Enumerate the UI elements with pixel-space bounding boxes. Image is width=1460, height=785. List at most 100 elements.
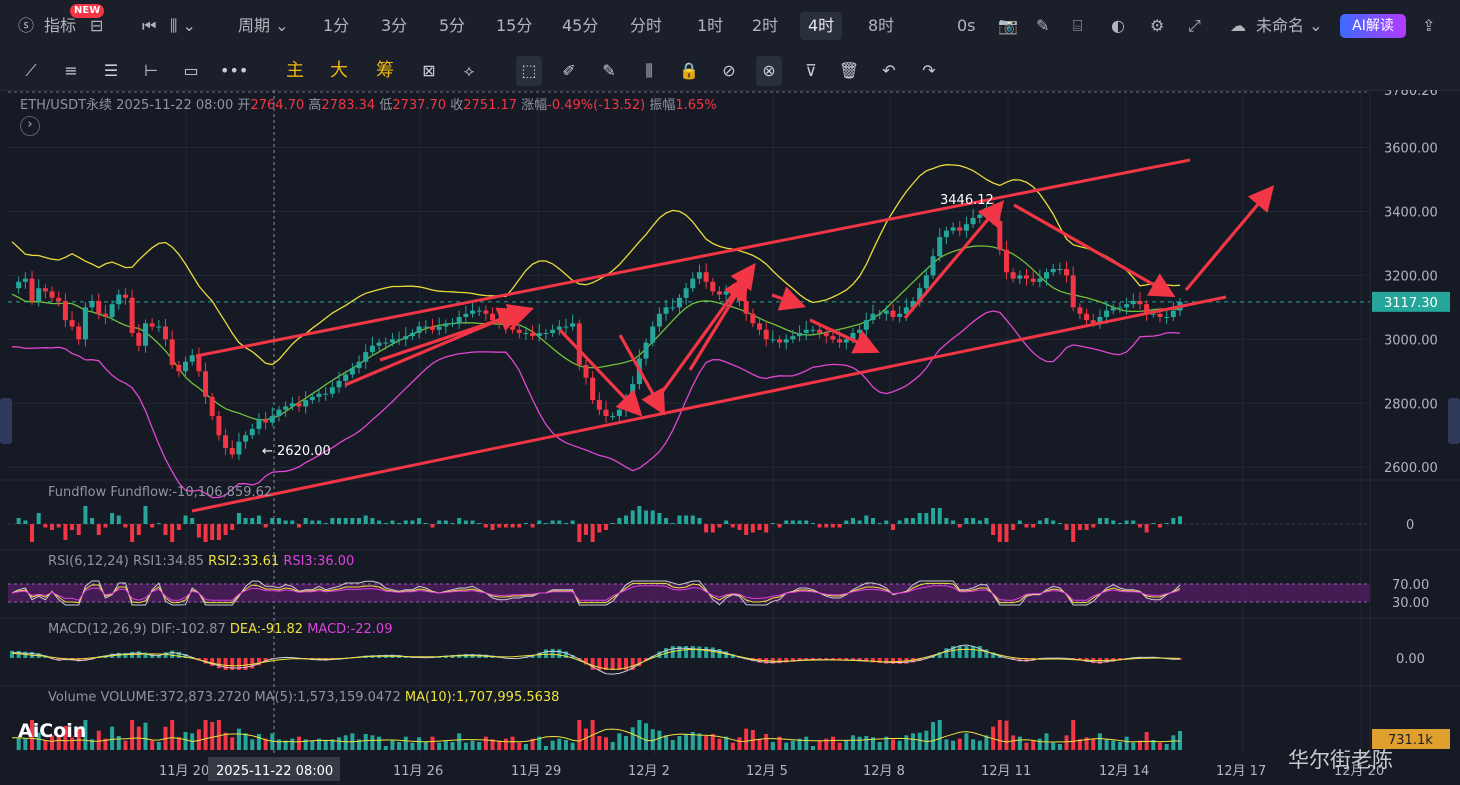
- volume-bar: [937, 720, 942, 750]
- interval-45m[interactable]: 45分: [562, 16, 599, 35]
- macd-bar: [997, 655, 1002, 658]
- author-watermark: 华尔街老陈: [1288, 744, 1393, 774]
- candle-body: [1050, 269, 1056, 273]
- volume-bar: [704, 736, 709, 750]
- layout-icon[interactable]: ☁: [1230, 16, 1246, 35]
- big-order-button[interactable]: 大: [330, 60, 348, 81]
- volume-bar: [1131, 742, 1136, 750]
- fundflow-bar: [1051, 520, 1056, 524]
- candle-body: [1150, 313, 1156, 315]
- camera-icon[interactable]: 📷: [998, 16, 1018, 35]
- volume-bar: [597, 736, 602, 750]
- fundflow-bar: [1117, 523, 1122, 524]
- candle-body: [823, 332, 829, 337]
- fundflow-bar: [163, 524, 168, 535]
- dea-value: DEA:-91.82: [229, 622, 304, 637]
- collapse-indicators-icon[interactable]: ›: [20, 116, 40, 136]
- volume-bar: [290, 738, 295, 750]
- macd-bar: [150, 654, 155, 658]
- volume-bar: [724, 736, 729, 750]
- volume-bar: [216, 720, 221, 750]
- rsi1-line: [11, 580, 1181, 606]
- ruler-icon[interactable]: ✐: [562, 61, 576, 80]
- undo-icon[interactable]: ↶: [882, 61, 896, 80]
- fundflow-bar: [503, 524, 508, 528]
- candle-body: [490, 313, 496, 321]
- fundflow-bar: [610, 523, 615, 524]
- horizontal-ray-icon[interactable]: ⊢: [144, 61, 158, 80]
- volume-bar: [1117, 742, 1122, 750]
- fundflow-bar: [283, 520, 288, 524]
- share-icon[interactable]: ⇪: [1422, 16, 1436, 35]
- lock-icon[interactable]: 🔒: [679, 61, 699, 80]
- rectangle-icon[interactable]: ▭: [183, 61, 199, 80]
- macd-bar: [236, 658, 241, 670]
- interval-15m[interactable]: 15分: [496, 16, 533, 35]
- fullscreen-icon[interactable]: ⤢: [1188, 16, 1201, 35]
- filter-icon[interactable]: ⊽: [805, 61, 817, 80]
- select-cursor-icon[interactable]: ⬚: [516, 56, 542, 86]
- indicators-button[interactable]: 指标: [44, 16, 77, 35]
- price-chart[interactable]: 3780.26 3600.00 3400.00 3200.00 3000.00 2800.…: [0, 90, 1460, 785]
- volume-bar: [370, 735, 375, 750]
- fundflow-bar: [490, 524, 495, 530]
- interval-2h[interactable]: 2时: [752, 16, 779, 35]
- measure-icon[interactable]: ⟡: [463, 61, 475, 80]
- interval-5m[interactable]: 5分: [439, 16, 466, 35]
- trash-icon[interactable]: 🗑: [838, 61, 860, 80]
- fundflow-bar: [130, 524, 135, 542]
- chart-type-icon[interactable]: ⫼ ⌄: [170, 16, 196, 35]
- trendline-icon[interactable]: ⟋: [25, 61, 37, 80]
- volume-bar: [577, 720, 582, 750]
- interval-3m[interactable]: 3分: [381, 16, 408, 35]
- fundflow-bar: [1097, 518, 1102, 524]
- horizontal-lines-icon[interactable]: ☰: [103, 61, 119, 80]
- ai-analysis-button[interactable]: AI解读: [1340, 14, 1406, 38]
- macd-bar: [951, 646, 956, 658]
- price-tick-label: 3600.00: [1384, 142, 1438, 157]
- replay-icon[interactable]: ⏮: [142, 16, 157, 35]
- macd-value: MACD:-22.09: [307, 622, 393, 637]
- auto-draw-icon[interactable]: ⊠: [422, 61, 436, 80]
- indicators-icon[interactable]: ⓢ: [18, 16, 35, 35]
- fundflow-bar: [737, 524, 742, 530]
- trend-arrow: [809, 318, 880, 354]
- macd-name: MACD(12,26,9): [48, 622, 147, 637]
- volume-bar: [50, 735, 55, 750]
- fundflow-bar: [670, 523, 675, 524]
- chip-button[interactable]: 筹: [376, 60, 394, 81]
- template-icon[interactable]: ⊟: [90, 16, 104, 35]
- volume-bar: [450, 742, 455, 750]
- pen-icon[interactable]: ✎: [1036, 16, 1050, 35]
- main-indicator-button[interactable]: 主: [286, 60, 304, 81]
- period-dropdown[interactable]: 周期 ⌄: [238, 16, 289, 35]
- hide-icon[interactable]: ◐: [1111, 16, 1125, 35]
- interval-8h[interactable]: 8时: [868, 16, 895, 35]
- layout-name-dropdown[interactable]: 未命名 ⌄: [1256, 16, 1323, 35]
- fundflow-name: Fundflow: [48, 485, 107, 500]
- candles-icon[interactable]: ⫼: [645, 61, 653, 80]
- fundflow-bar: [96, 524, 101, 535]
- redo-icon[interactable]: ↷: [922, 61, 936, 80]
- interval-1m[interactable]: 1分: [323, 16, 350, 35]
- alert-icon[interactable]: ⌸: [1073, 16, 1083, 35]
- fundflow-bar: [417, 518, 422, 524]
- fundflow-bar: [1144, 524, 1149, 533]
- left-panel-handle[interactable]: [0, 398, 12, 444]
- magnet-icon[interactable]: ⊗: [756, 56, 782, 86]
- volume-bar: [864, 736, 869, 750]
- visibility-icon[interactable]: ⊘: [722, 61, 736, 80]
- settings-icon[interactable]: ⚙: [1150, 16, 1165, 35]
- more-tools-icon[interactable]: •••: [220, 61, 249, 80]
- eraser-icon[interactable]: ✎: [602, 61, 616, 80]
- parallel-lines-icon[interactable]: ≡: [64, 61, 78, 80]
- interval-1h[interactable]: 1时: [697, 16, 724, 35]
- fundflow-bar: [717, 524, 722, 528]
- macd-bar: [543, 649, 548, 658]
- interval-4h[interactable]: 4时: [800, 12, 843, 40]
- right-panel-handle[interactable]: [1448, 398, 1460, 444]
- volume-bar: [477, 742, 482, 750]
- candle-body: [1017, 275, 1023, 279]
- fundflow-bars: 0: [8, 506, 1414, 542]
- interval-timeline[interactable]: 分时: [630, 16, 663, 35]
